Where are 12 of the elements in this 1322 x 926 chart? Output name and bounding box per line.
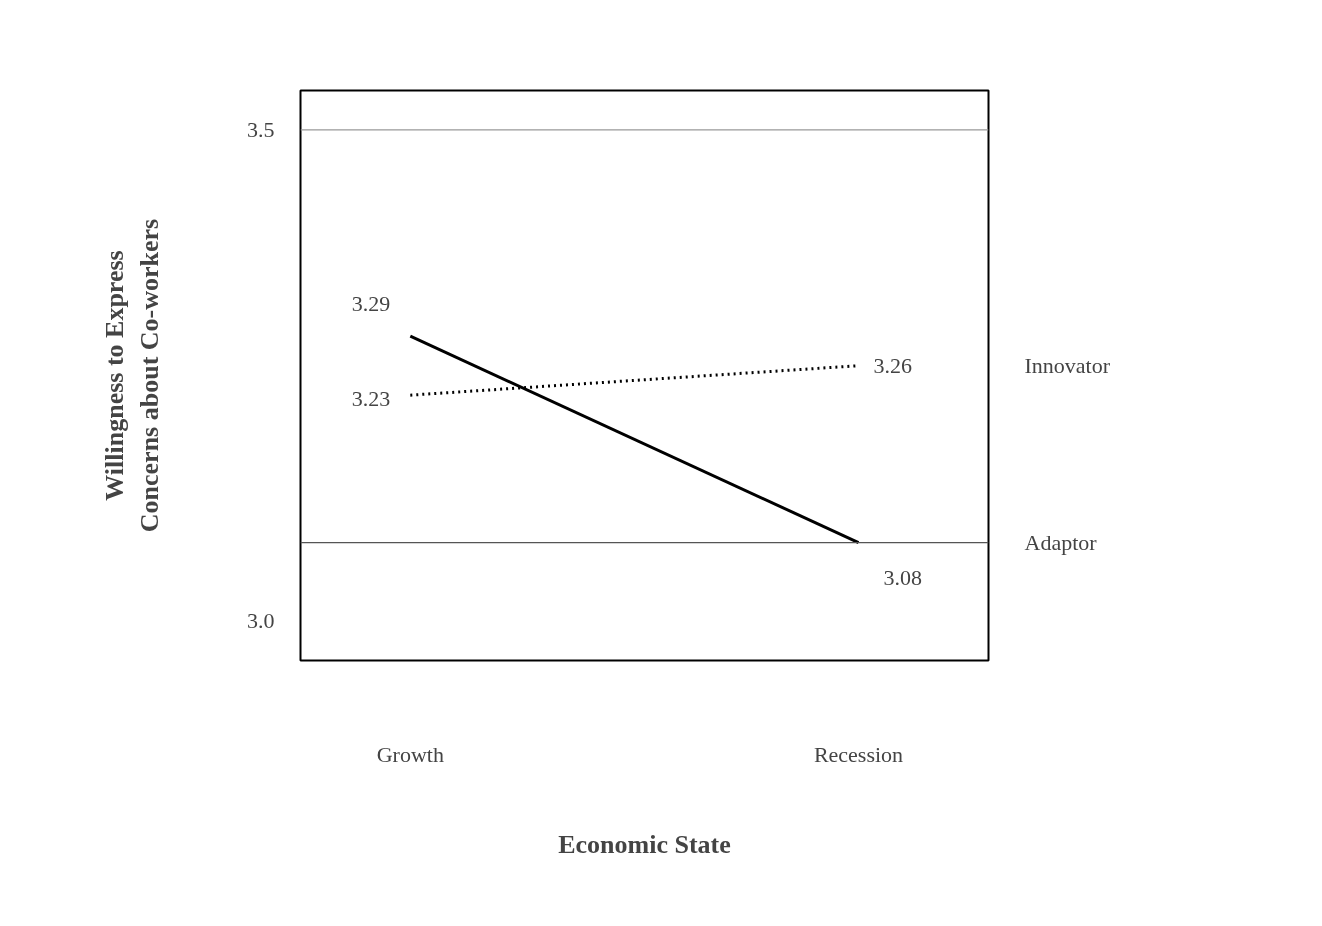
text: Adaptor [1024, 530, 1098, 556]
data-label: 3.08 [883, 564, 923, 590]
text: Innovator [1024, 353, 1111, 379]
data-label: 3.29 [351, 291, 391, 317]
x-tick-label: Growth [376, 741, 444, 767]
x-tick-label: Recession [813, 741, 904, 767]
data-label: 3.26 [873, 352, 913, 378]
data-label: 3.23 [351, 386, 391, 412]
y-tick-label: 3.5 [247, 116, 275, 142]
x-axis-title: Economic State [558, 829, 731, 859]
y-tick-label: 3.0 [247, 608, 275, 634]
y-axis-title: Willingness to Express Concerns about Co-workers [100, 218, 164, 533]
